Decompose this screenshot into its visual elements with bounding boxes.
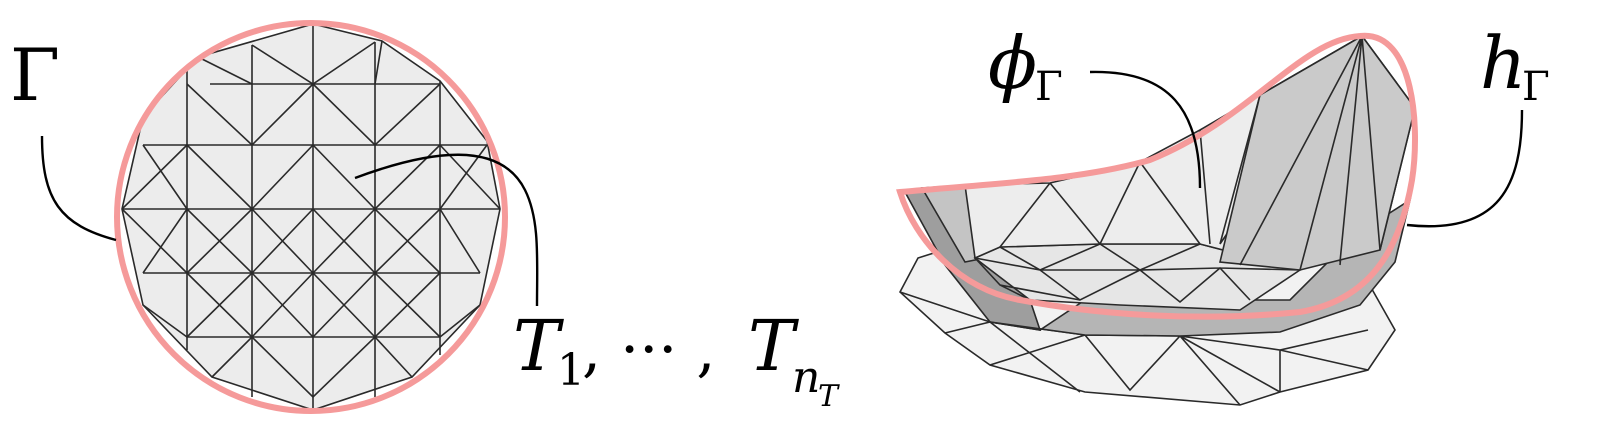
phi-leader [1089,70,1202,189]
lifted-surface [896,32,1418,406]
gamma-label: Γ [10,33,60,117]
gamma-leader [40,135,117,242]
h-label: h Γ [1480,21,1550,110]
h-gamma-boundary [896,32,1418,320]
h-leader [1406,109,1524,228]
triangles-label-T-last: T [748,305,799,387]
triangles-label-subsub-last: T [818,379,840,414]
disk-mesh-edges [121,24,501,410]
triangles-label-separator: , ··· , [582,315,716,385]
triangles-leader [354,153,539,307]
disk-mesh [114,20,508,414]
triangles-label: T 1 , ··· , T n T [513,305,840,414]
h-label-base: h [1480,21,1526,105]
triangles-label-sub-first: 1 [557,345,585,396]
phi-label-base: ϕ [988,21,1037,105]
triangles-label-sub-last: n [792,352,820,403]
h-label-sub: Γ [1522,64,1550,110]
phi-label: ϕ Γ [988,21,1063,110]
gamma-boundary [114,20,508,414]
triangles-label-T-first: T [513,305,564,387]
phi-label-sub: Γ [1035,64,1063,110]
